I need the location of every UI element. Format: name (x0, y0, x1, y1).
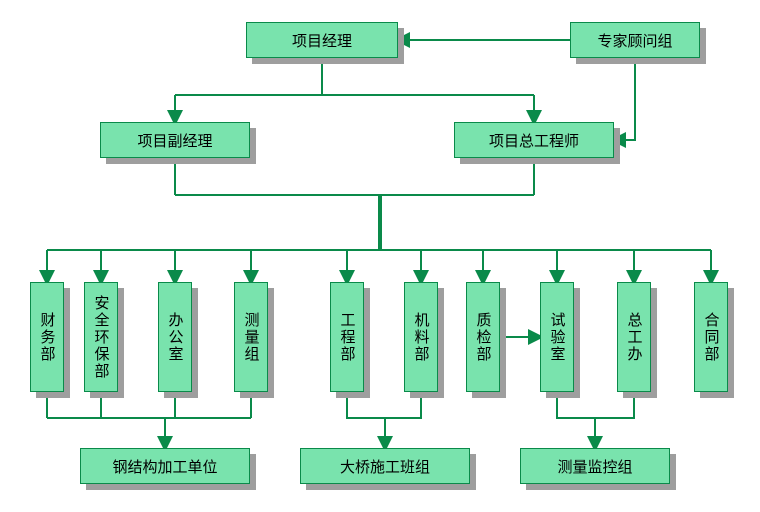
node-vpm: 项目副经理 (100, 122, 250, 158)
node-steel: 钢结构加工单位 (80, 448, 250, 484)
node-eng: 工程部 (330, 282, 364, 392)
node-bridge: 大桥施工班组 (300, 448, 470, 484)
connectors (0, 0, 760, 512)
node-chief: 项目总工程师 (454, 122, 614, 158)
node-pm: 项目经理 (246, 22, 398, 58)
org-chart: 项目经理 专家顾问组项目副经理 项目总工程师财务部安全环保部 办公室 测量组 工程部 机料部… (0, 0, 760, 512)
node-expert: 专家顾问组 (570, 22, 700, 58)
node-survey: 测量组 (234, 282, 268, 392)
node-office: 办公室 (158, 282, 192, 392)
node-contract: 合同部 (694, 282, 728, 392)
node-lab: 试验室 (540, 282, 574, 392)
node-fin: 财务部 (30, 282, 64, 392)
node-monitor: 测量监控组 (520, 448, 670, 484)
node-safe: 安全环保部 (84, 282, 118, 392)
node-qc: 质检部 (466, 282, 500, 392)
node-mat: 机料部 (404, 282, 438, 392)
node-goffice: 总工办 (617, 282, 651, 392)
